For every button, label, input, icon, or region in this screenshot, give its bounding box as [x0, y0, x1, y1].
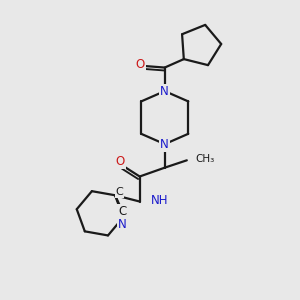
Text: N: N [118, 218, 127, 231]
Text: C: C [118, 205, 127, 218]
Text: O: O [115, 155, 124, 168]
Text: O: O [136, 58, 145, 71]
Text: CH₃: CH₃ [195, 154, 214, 164]
Text: NH: NH [151, 194, 168, 207]
Text: C: C [116, 187, 123, 197]
Text: N: N [160, 138, 169, 151]
Text: N: N [160, 85, 169, 98]
